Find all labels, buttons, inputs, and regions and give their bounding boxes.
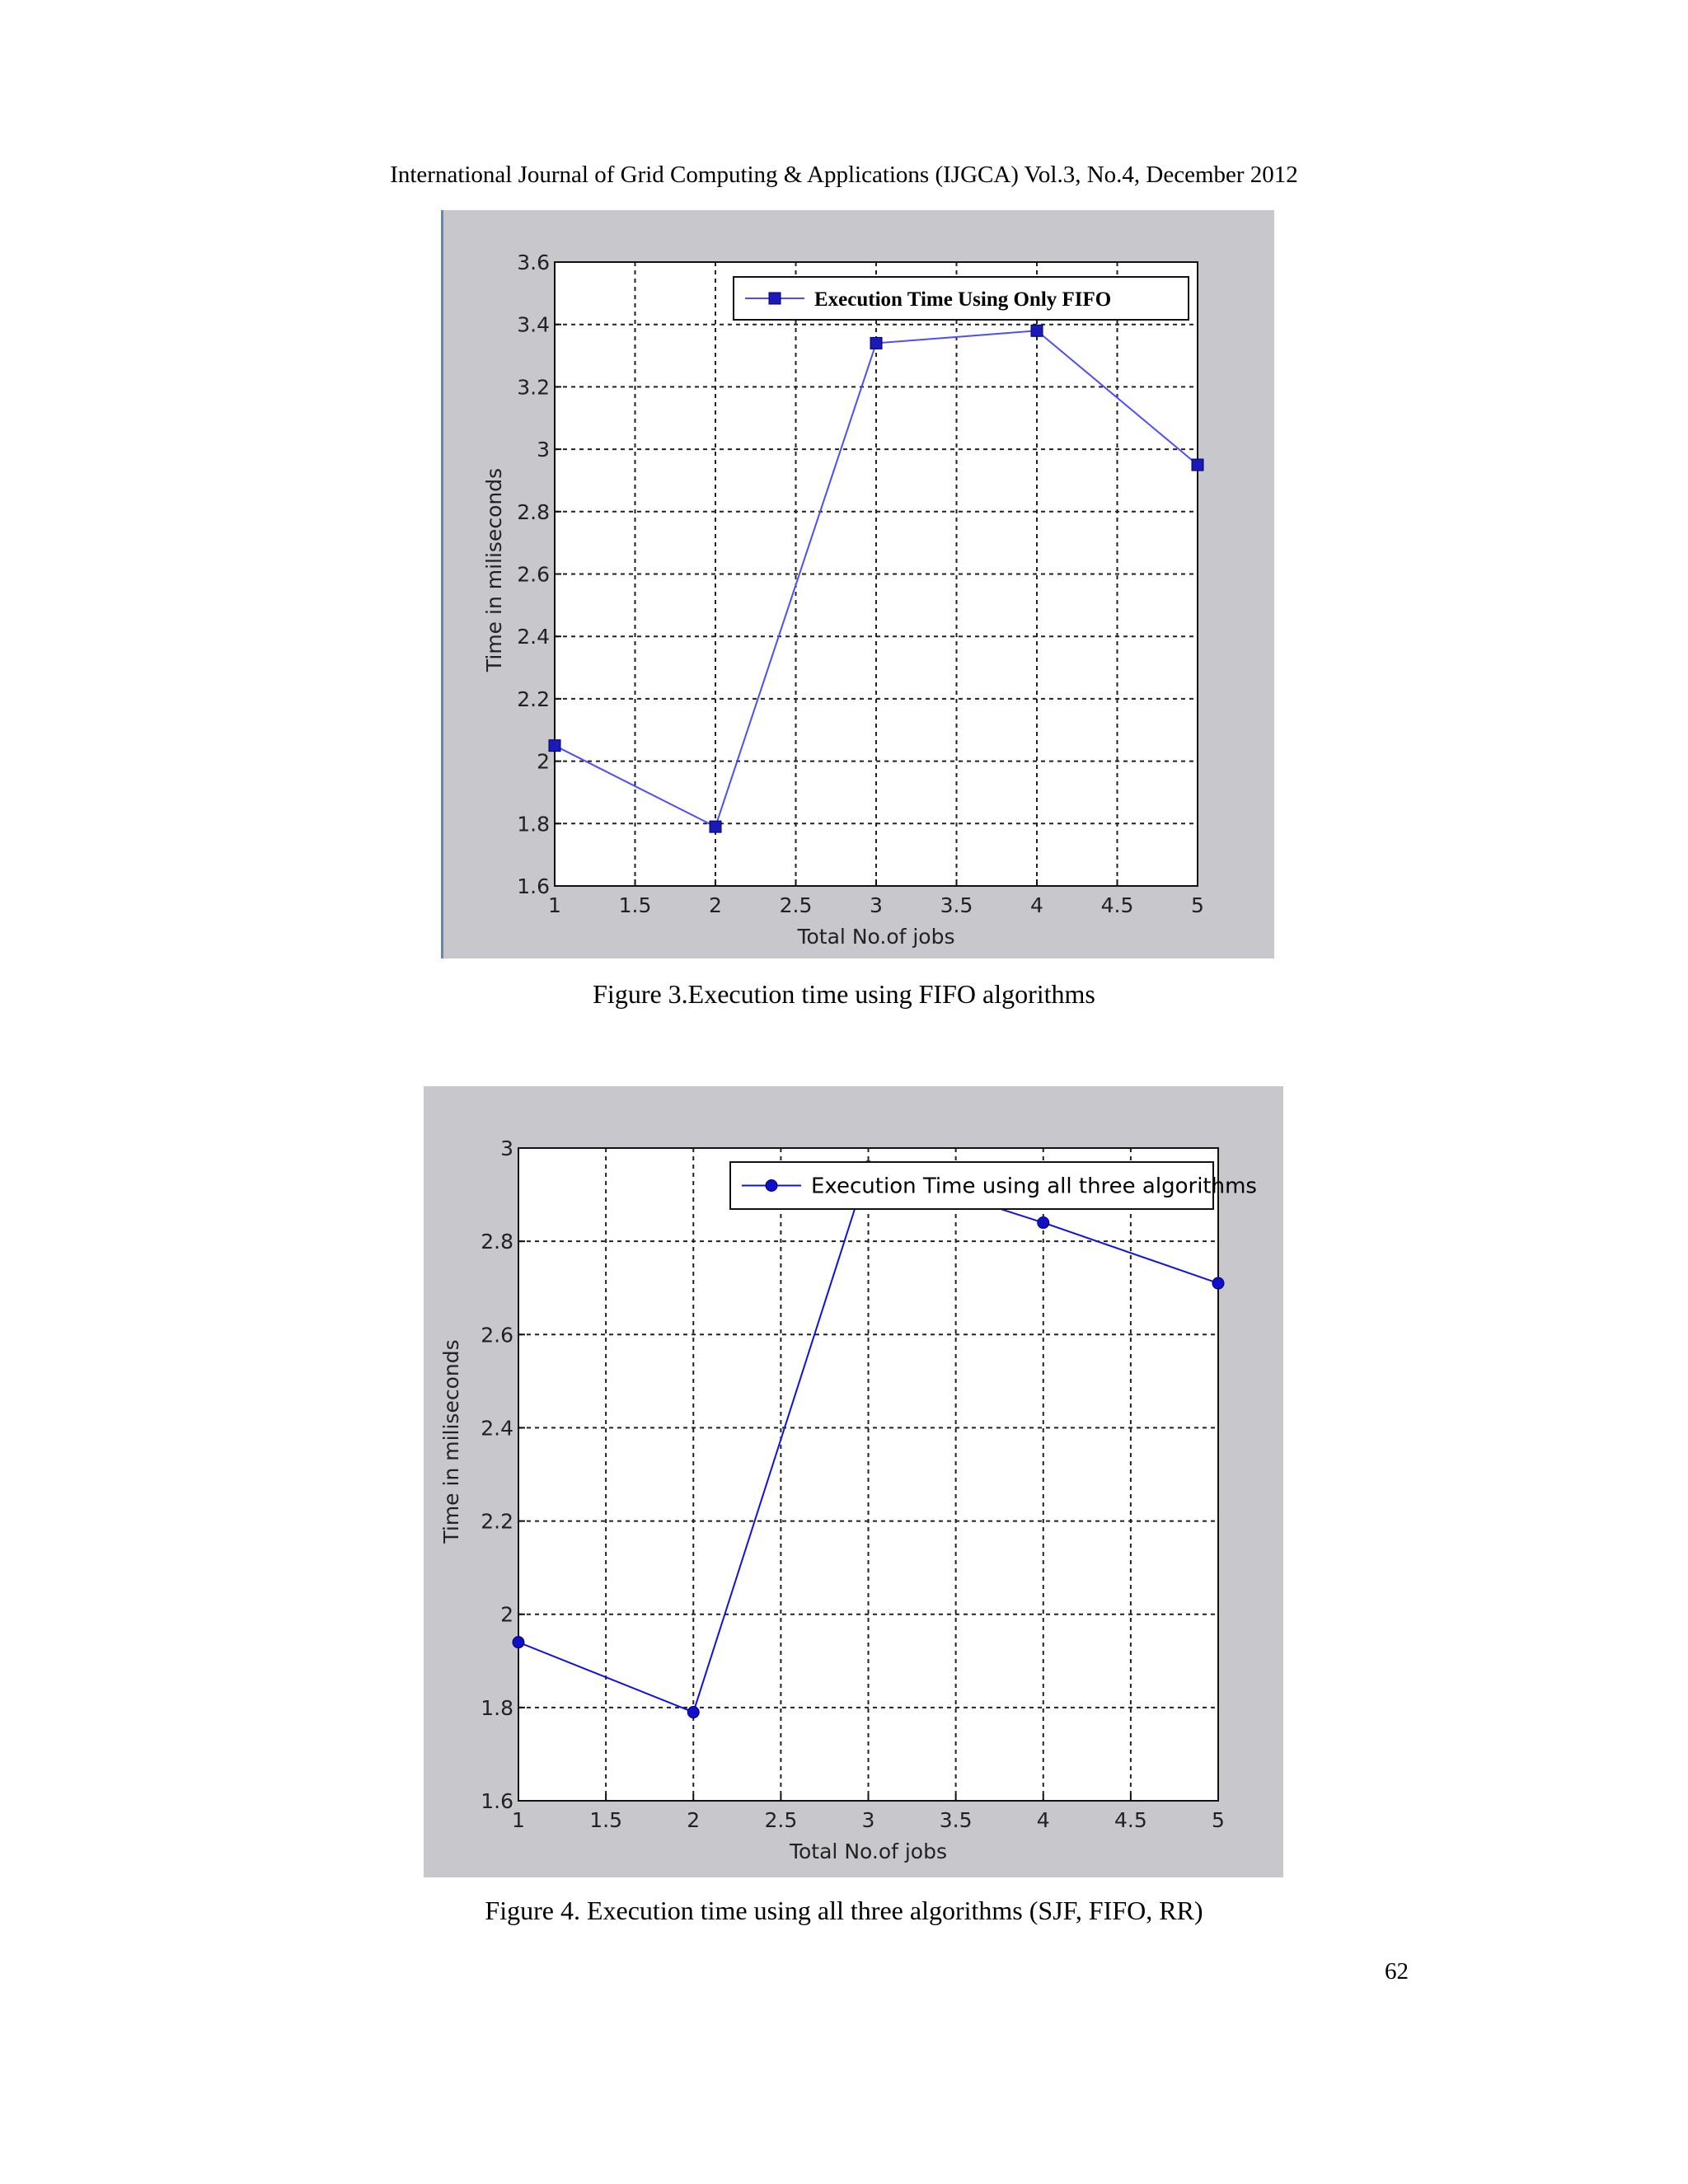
x-tick-label: 1 xyxy=(548,893,561,917)
x-tick-label: 3 xyxy=(870,893,883,917)
y-tick-label: 1.6 xyxy=(481,1789,513,1813)
y-tick-label: 2 xyxy=(537,750,550,774)
x-tick-label: 4 xyxy=(1030,893,1043,917)
legend-box xyxy=(729,1161,1214,1210)
figure-4-caption: Figure 4. Execution time using all three… xyxy=(485,1896,1203,1925)
series-group xyxy=(548,324,1204,833)
data-point xyxy=(709,820,722,833)
figure-4-chart: 1 1.5 2 2.5 3 3.5 4 4.5 5 1.6 1.8 2 2.2 2.4 2.6 2.8 3 Tot… xyxy=(439,1137,1257,1863)
y-tick-label: 3 xyxy=(500,1137,513,1160)
x-tick-label: 1.5 xyxy=(589,1808,622,1832)
y-tick-label: 2.4 xyxy=(517,625,550,649)
x-tick-label: 4.5 xyxy=(1114,1808,1147,1832)
x-tick-label: 2.5 xyxy=(780,893,813,917)
figure-3-caption: Figure 3.Execution time using FIFO algor… xyxy=(593,979,1095,1009)
running-header: International Journal of Grid Computing … xyxy=(390,162,1298,188)
x-tick-label: 5 xyxy=(1212,1808,1225,1832)
y-tick-label: 2.8 xyxy=(517,500,550,524)
y-tick-label: 2.6 xyxy=(481,1323,513,1347)
x-tick-label: 3.5 xyxy=(940,893,973,917)
y-tick-label: 2.2 xyxy=(517,687,550,711)
y-tick-label: 1.6 xyxy=(517,874,550,898)
y-tick-label: 2.8 xyxy=(481,1230,513,1254)
data-point xyxy=(870,336,883,349)
y-tick-label: 2.4 xyxy=(481,1416,513,1440)
x-tick-label: 5 xyxy=(1191,893,1204,917)
data-point xyxy=(1030,324,1043,337)
y-tick-label: 3 xyxy=(537,438,550,462)
x-tick-label: 2 xyxy=(709,893,722,917)
data-point xyxy=(1191,458,1204,471)
x-tick-label: 3.5 xyxy=(940,1808,973,1832)
y-tick-label: 2 xyxy=(500,1603,513,1627)
legend-box xyxy=(733,276,1189,321)
data-point xyxy=(1212,1277,1225,1290)
y-tick-label: 3.6 xyxy=(517,251,550,274)
legend-label: Execution Time using all three algorithm… xyxy=(811,1174,1257,1199)
data-point xyxy=(687,1706,700,1719)
page-number: 62 xyxy=(1385,1958,1409,1985)
y-tick-label: 3.4 xyxy=(517,313,550,337)
x-axis-label: Total No.of jobs xyxy=(796,925,954,949)
legend-marker xyxy=(768,292,781,305)
data-point xyxy=(548,739,561,752)
x-tick-label: 4.5 xyxy=(1101,893,1134,917)
x-tick-label: 4 xyxy=(1037,1808,1050,1832)
y-axis-label: Time in miliseconds xyxy=(482,468,506,673)
figure-3: 1 1.5 2 2.5 3 3.5 4 4.5 5 1.6 1.8 2 2.2 2.4 2.6 2.8 3 3.2… xyxy=(441,210,1274,958)
legend-marker xyxy=(765,1179,778,1192)
x-tick-label: 2 xyxy=(687,1808,700,1832)
figure-4: 1 1.5 2 2.5 3 3.5 4 4.5 5 1.6 1.8 2 2.2 2.4 2.6 2.8 3 Tot… xyxy=(424,1086,1283,1877)
x-tick-label: 3 xyxy=(862,1808,875,1832)
data-point xyxy=(1037,1216,1050,1230)
x-axis-label: Total No.of jobs xyxy=(789,1840,947,1863)
x-tick-label: 1.5 xyxy=(619,893,652,917)
y-axis-label: Time in miliseconds xyxy=(439,1339,463,1544)
x-tick-label: 2.5 xyxy=(764,1808,797,1832)
y-tick-label: 2.6 xyxy=(517,563,550,587)
legend-label: Execution Time Using Only FIFO xyxy=(814,288,1111,311)
y-tick-label: 2.2 xyxy=(481,1510,513,1534)
y-tick-label: 1.8 xyxy=(517,812,550,836)
figure-3-chart: 1 1.5 2 2.5 3 3.5 4 4.5 5 1.6 1.8 2 2.2 2.4 2.6 2.8 3 3.2… xyxy=(482,251,1204,949)
y-tick-label: 1.8 xyxy=(481,1696,513,1720)
y-tick-label: 3.2 xyxy=(517,375,550,399)
data-point xyxy=(512,1636,525,1649)
x-tick-label: 1 xyxy=(512,1808,525,1832)
